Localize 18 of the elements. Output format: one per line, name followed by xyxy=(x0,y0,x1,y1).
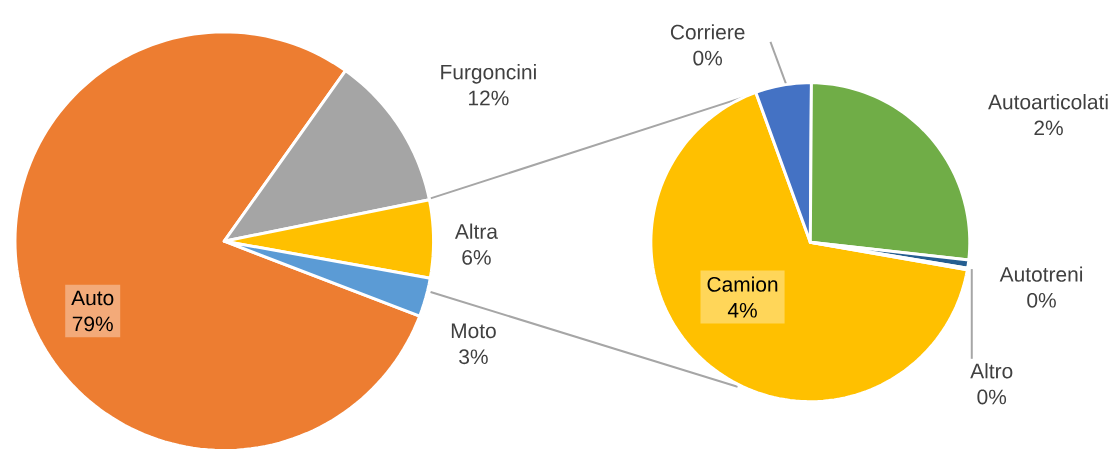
slice-label: Auto xyxy=(71,290,114,306)
data-label: 3% xyxy=(459,349,488,364)
slice-label: Moto xyxy=(451,323,496,338)
data-label: 6% xyxy=(462,249,491,265)
data-label: 4% xyxy=(727,302,757,318)
data-label: 12% xyxy=(469,90,509,106)
data-label: 0% xyxy=(693,50,723,66)
slice-label: Furgoncini xyxy=(441,63,536,84)
data-label: 2% xyxy=(1034,120,1063,135)
data-label: 0% xyxy=(1027,292,1056,308)
slice-label: Altro xyxy=(970,362,1013,379)
slice-label: Corriere xyxy=(670,23,745,40)
data-label: 79% xyxy=(72,316,113,331)
data-label: 0% xyxy=(977,389,1007,405)
slice-label: Autotreni xyxy=(999,266,1083,282)
slice-label: Camion xyxy=(707,276,778,292)
slice-label: Altra xyxy=(454,223,498,239)
slice-label: Autoarticolati xyxy=(988,93,1108,110)
